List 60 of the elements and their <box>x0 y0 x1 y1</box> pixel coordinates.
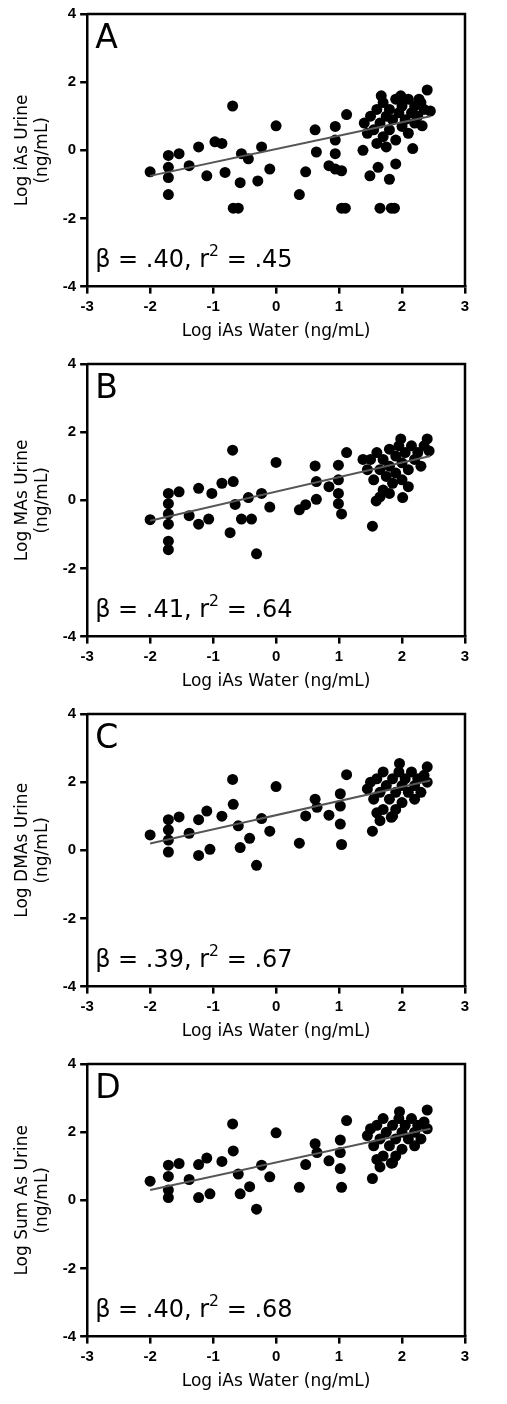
x-tick-label: 2 <box>397 296 407 314</box>
x-tick-label: -1 <box>206 996 220 1014</box>
y-tick-label: -4 <box>62 276 77 294</box>
x-tick-label: -3 <box>80 646 94 664</box>
x-tick-label: 3 <box>460 296 470 314</box>
y-tick-label: -2 <box>62 908 77 926</box>
x-tick-label: 0 <box>271 646 281 664</box>
x-tick-label: -2 <box>143 296 157 314</box>
y-tick-label: 4 <box>67 704 77 722</box>
y-tick-label: 2 <box>67 1122 77 1140</box>
x-tick-label: -2 <box>143 1346 157 1364</box>
x-tick-label: 3 <box>460 996 470 1014</box>
y-tick-label: -2 <box>62 1258 77 1276</box>
annotation: A <box>95 17 119 56</box>
x-axis-title: Log iAs Water (ng/mL) <box>181 1020 371 1041</box>
x-tick-label: 1 <box>334 996 344 1014</box>
x-tick-label: 0 <box>271 996 281 1014</box>
y-axis-title: Log iAs Urine (ng/mL) <box>10 94 52 207</box>
y-tick-label: 0 <box>67 1190 77 1208</box>
x-tick-label: -3 <box>80 296 94 314</box>
x-tick-label: 1 <box>334 1346 344 1364</box>
x-tick-label: 0 <box>271 296 281 314</box>
x-axis-title: Log iAs Water (ng/mL) <box>181 670 371 691</box>
x-tick-label: 3 <box>460 646 470 664</box>
y-tick-label: -4 <box>62 976 77 994</box>
y-tick-label: -2 <box>62 558 77 576</box>
x-tick-label: -3 <box>80 1346 94 1364</box>
x-tick-label: -1 <box>206 1346 220 1364</box>
y-tick-label: 2 <box>67 72 77 90</box>
x-tick-label: -1 <box>206 296 220 314</box>
annotation: B <box>95 367 118 406</box>
annotation: C <box>95 717 119 756</box>
x-axis-title: Log iAs Water (ng/mL) <box>181 320 371 341</box>
y-tick-label: 4 <box>67 354 77 372</box>
x-tick-label: 2 <box>397 646 407 664</box>
y-tick-label: 2 <box>67 772 77 790</box>
x-tick-label: 2 <box>397 996 407 1014</box>
x-tick-label: -1 <box>206 646 220 664</box>
y-tick-label: -2 <box>62 208 77 226</box>
y-tick-label: 2 <box>67 422 77 440</box>
x-tick-label: -2 <box>143 996 157 1014</box>
x-tick-label: -2 <box>143 646 157 664</box>
x-axis-title: Log iAs Water (ng/mL) <box>181 1370 371 1391</box>
x-tick-label: 1 <box>334 296 344 314</box>
y-axis-title: Log MAs Urine (ng/mL) <box>10 439 52 562</box>
y-tick-label: -4 <box>62 626 77 644</box>
y-axis-title: Log Sum As Urine (ng/mL) <box>10 1125 52 1276</box>
y-tick-label: 4 <box>67 4 77 22</box>
y-tick-label: 0 <box>67 140 77 158</box>
x-tick-label: 3 <box>460 1346 470 1364</box>
x-tick-label: 1 <box>334 646 344 664</box>
y-axis-title: Log DMAs Urine (ng/mL) <box>10 782 52 918</box>
y-tick-label: 4 <box>67 1054 77 1072</box>
x-tick-label: -3 <box>80 996 94 1014</box>
y-tick-label: -4 <box>62 1326 77 1344</box>
y-tick-label: 0 <box>67 490 77 508</box>
annotation: D <box>95 1067 121 1106</box>
y-tick-label: 0 <box>67 840 77 858</box>
x-tick-label: 2 <box>397 1346 407 1364</box>
x-tick-label: 0 <box>271 1346 281 1364</box>
